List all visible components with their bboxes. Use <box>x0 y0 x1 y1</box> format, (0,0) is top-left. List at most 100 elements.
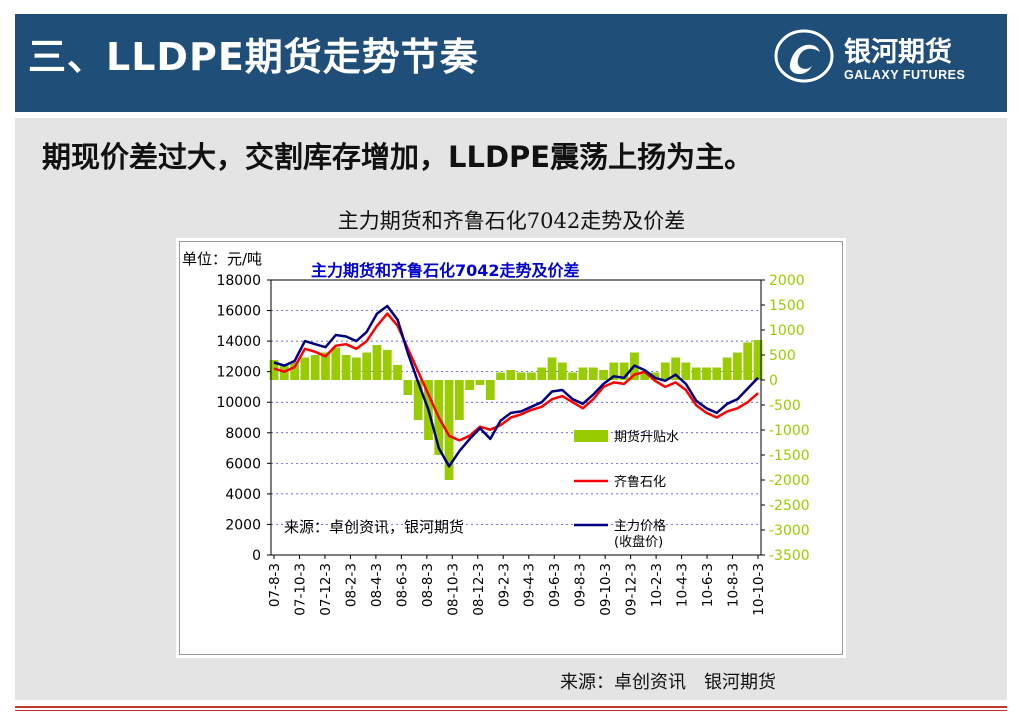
chart-frame <box>179 241 843 655</box>
left-tick-label: 2000 <box>225 517 261 533</box>
spread-bar <box>465 380 475 390</box>
spread-bar <box>557 362 567 380</box>
spread-bar <box>588 367 598 380</box>
spread-bar <box>681 362 691 380</box>
spread-bar <box>660 362 670 380</box>
spread-bar <box>310 355 320 380</box>
spread-bar <box>568 372 578 380</box>
spread-bar <box>702 367 711 380</box>
spread-bar <box>578 367 588 380</box>
legend-label-spread: 期货升贴水 <box>614 429 679 445</box>
x-tick-label: 09-6-3 <box>547 563 563 607</box>
logo-chinese-text: 银河期货 <box>844 37 952 68</box>
left-tick-label: 4000 <box>225 487 261 503</box>
legend-label-futures-sub: (收盘价) <box>614 534 663 550</box>
spread-bar <box>300 357 310 380</box>
right-tick-label: 500 <box>769 348 796 364</box>
right-tick-label: 2000 <box>769 273 805 289</box>
right-tick-label: 1000 <box>769 323 805 339</box>
series-line-futures <box>273 304 759 468</box>
series-line-qilu <box>273 312 759 442</box>
spread-bar <box>475 380 485 385</box>
left-tick-label: 16000 <box>216 304 261 320</box>
spread-bar <box>527 372 536 380</box>
right-tick-label: 1500 <box>769 298 805 314</box>
legend-label-futures: 主力价格 <box>614 518 666 534</box>
x-tick-label: 10-6-3 <box>700 563 716 607</box>
spread-bar <box>506 370 516 380</box>
x-tick-label: 10-2-3 <box>649 563 665 607</box>
spread-bar <box>352 357 361 380</box>
spread-bar <box>331 347 341 380</box>
right-tick-label: -2000 <box>769 473 810 489</box>
spread-bar <box>640 372 650 380</box>
footer-rule-thin <box>15 710 1007 711</box>
unit-label: 单位：元/吨 <box>182 250 262 268</box>
spread-bar <box>403 380 413 395</box>
spread-bar <box>321 352 330 380</box>
left-tick-label: 8000 <box>225 426 261 442</box>
right-tick-label: -2500 <box>769 498 810 514</box>
page-title: 三、LLDPE期货走势节奏 <box>28 35 479 79</box>
spread-bar <box>362 352 372 380</box>
x-tick-label: 08-4-3 <box>369 563 385 607</box>
spread-bar <box>650 372 660 380</box>
spread-bar <box>454 380 464 420</box>
x-tick-label: 10-8-3 <box>726 563 742 607</box>
source-text: 来源：卓创资讯 银河期货 <box>560 672 776 693</box>
chart-svg: 1800016000140001200010000800060004000200… <box>182 250 810 616</box>
x-tick-label: 10-4-3 <box>675 563 691 607</box>
spread-bar <box>671 357 680 380</box>
footer-rule <box>15 706 1007 708</box>
x-tick-label: 08-6-3 <box>394 563 410 607</box>
x-tick-label: 09-10-3 <box>598 563 614 616</box>
x-tick-label: 09-4-3 <box>522 563 538 607</box>
spread-bar <box>341 355 351 380</box>
left-tick-label: 6000 <box>225 456 261 472</box>
spread-bar <box>516 372 526 380</box>
x-tick-label: 08-8-3 <box>420 563 436 607</box>
spread-bar <box>372 345 382 380</box>
spread-bar <box>393 365 402 380</box>
x-tick-label: 07-12-3 <box>318 563 334 616</box>
right-tick-label: -3500 <box>769 548 810 564</box>
chart-container: 18000 16000 14000 12000 10000 8000 6000 4000 200… <box>176 238 846 658</box>
spread-bar <box>609 362 619 380</box>
spread-bar <box>753 340 763 380</box>
galaxy-swirl-icon <box>774 29 834 83</box>
right-tick-label: -1000 <box>769 423 810 439</box>
x-tick-label: 09-12-3 <box>624 563 640 616</box>
right-tick-label: -1500 <box>769 448 810 464</box>
spread-bar <box>599 370 608 380</box>
spread-bar <box>712 367 722 380</box>
x-tick-label: 07-10-3 <box>292 563 308 616</box>
chart-source-annotation: 来源：卓创资讯，银河期货 <box>284 518 464 536</box>
left-tick-label: 10000 <box>216 395 261 411</box>
legend-label-qilu: 齐鲁石化 <box>614 474 666 490</box>
chart-title: 主力期货和齐鲁石化7042走势及价差 <box>311 261 580 280</box>
right-tick-label: 0 <box>769 373 778 389</box>
left-tick-label: 0 <box>252 548 261 564</box>
left-tick-label: 12000 <box>216 365 261 381</box>
x-tick-label: 07-8-3 <box>267 563 283 607</box>
x-tick-label: 08-12-3 <box>471 563 487 616</box>
spread-bar <box>733 352 742 380</box>
x-tick-label: 09-2-3 <box>496 563 512 607</box>
spread-bar <box>619 362 629 380</box>
spread-bar <box>743 342 753 380</box>
x-tick-label: 08-10-3 <box>445 563 461 616</box>
spread-bar <box>382 350 392 380</box>
x-tick-label: 09-8-3 <box>573 563 589 607</box>
chart-caption: 主力期货和齐鲁石化7042走势及价差 <box>337 209 686 233</box>
logo-english-text: GALAXY FUTURES <box>844 68 966 82</box>
spread-bar <box>444 380 454 480</box>
slide-subtitle: 期现价差过大，交割库存增加，LLDPE震荡上扬为主。 <box>42 140 754 174</box>
spread-bar <box>496 372 505 380</box>
left-tick-label: 18000 <box>216 273 261 289</box>
spread-bar <box>290 362 299 380</box>
galaxy-futures-logo: 银河期货 GALAXY FUTURES <box>772 26 982 86</box>
spread-bar <box>269 360 279 380</box>
spread-bar <box>722 357 732 380</box>
spread-bar <box>413 380 423 420</box>
spread-bar <box>691 367 701 380</box>
